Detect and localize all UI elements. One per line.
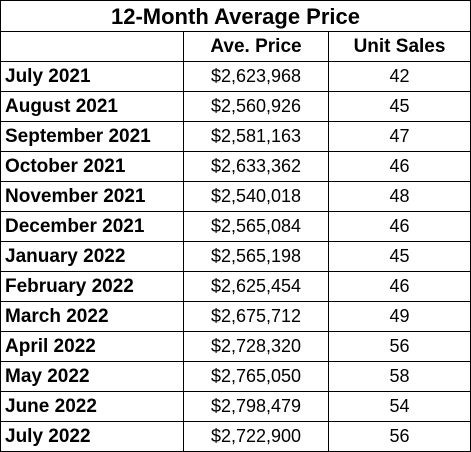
row-month: July 2022: [0, 421, 184, 452]
header-unit-sales: Unit Sales: [327, 31, 471, 62]
row-month: August 2021: [0, 91, 184, 122]
row-price: $2,560,926: [183, 91, 329, 122]
row-units: 45: [327, 91, 471, 122]
row-month: March 2022: [0, 301, 184, 332]
table-row: August 2021 $2,560,926 45: [0, 91, 471, 122]
header-month: [0, 31, 184, 62]
table-row: July 2021 $2,623,968 42: [0, 61, 471, 92]
table-row: July 2022 $2,722,900 56: [0, 421, 471, 452]
header-ave-price: Ave. Price: [183, 31, 329, 62]
row-price: $2,623,968: [183, 61, 329, 92]
row-month: February 2022: [0, 271, 184, 302]
row-units: 49: [327, 301, 471, 332]
row-month: June 2022: [0, 391, 184, 422]
table-row: March 2022 $2,675,712 49: [0, 301, 471, 332]
row-price: $2,675,712: [183, 301, 329, 332]
row-units: 48: [327, 181, 471, 212]
table-row: September 2021 $2,581,163 47: [0, 121, 471, 152]
row-month: December 2021: [0, 211, 184, 242]
table-title: 12-Month Average Price: [0, 0, 471, 32]
table-header-row: Ave. Price Unit Sales: [0, 31, 471, 62]
row-price: $2,722,900: [183, 421, 329, 452]
table-row: May 2022 $2,765,050 58: [0, 361, 471, 392]
row-price: $2,728,320: [183, 331, 329, 362]
row-units: 42: [327, 61, 471, 92]
table-row: November 2021 $2,540,018 48: [0, 181, 471, 212]
row-units: 56: [327, 421, 471, 452]
table-row: January 2022 $2,565,198 45: [0, 241, 471, 272]
row-units: 58: [327, 361, 471, 392]
table-row: April 2022 $2,728,320 56: [0, 331, 471, 362]
table-row: June 2022 $2,798,479 54: [0, 391, 471, 422]
row-price: $2,565,198: [183, 241, 329, 272]
table-row: February 2022 $2,625,454 46: [0, 271, 471, 302]
row-month: November 2021: [0, 181, 184, 212]
row-price: $2,540,018: [183, 181, 329, 212]
row-price: $2,798,479: [183, 391, 329, 422]
row-price: $2,625,454: [183, 271, 329, 302]
row-units: 46: [327, 211, 471, 242]
row-month: September 2021: [0, 121, 184, 152]
row-price: $2,581,163: [183, 121, 329, 152]
row-month: January 2022: [0, 241, 184, 272]
row-month: October 2021: [0, 151, 184, 182]
row-units: 46: [327, 271, 471, 302]
row-month: April 2022: [0, 331, 184, 362]
row-price: $2,565,084: [183, 211, 329, 242]
table-row: December 2021 $2,565,084 46: [0, 211, 471, 242]
row-units: 56: [327, 331, 471, 362]
row-units: 46: [327, 151, 471, 182]
row-month: July 2021: [0, 61, 184, 92]
row-units: 54: [327, 391, 471, 422]
row-price: $2,633,362: [183, 151, 329, 182]
table-title-row: 12-Month Average Price: [0, 0, 471, 32]
table-row: October 2021 $2,633,362 46: [0, 151, 471, 182]
row-units: 45: [327, 241, 471, 272]
row-price: $2,765,050: [183, 361, 329, 392]
row-units: 47: [327, 121, 471, 152]
row-month: May 2022: [0, 361, 184, 392]
